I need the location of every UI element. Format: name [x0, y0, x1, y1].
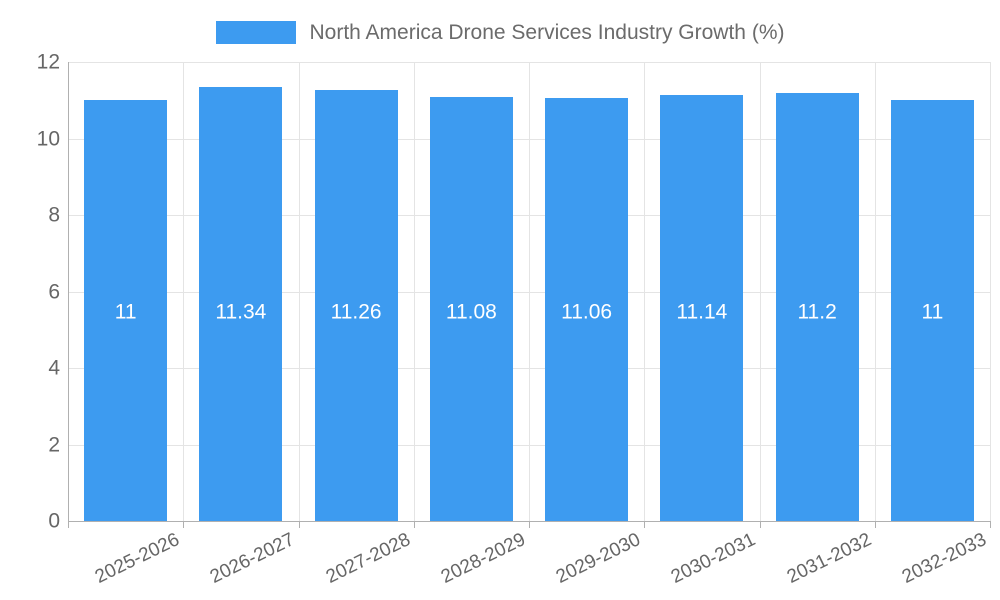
x-axis-tick-mark: [990, 521, 991, 528]
bar[interactable]: 11.14: [660, 94, 744, 521]
x-gridline: [183, 62, 184, 521]
x-axis-tick-label: 2026-2027: [207, 529, 299, 588]
x-axis-tick-label: 2028-2029: [437, 529, 529, 588]
x-axis-tick-mark: [414, 521, 415, 528]
y-axis-tick-label: 0: [48, 509, 60, 533]
x-axis-tick-label: 2029-2030: [552, 529, 644, 588]
bar-value-label: 11.26: [330, 300, 382, 324]
x-gridline: [875, 62, 876, 521]
bar[interactable]: 11.2: [775, 92, 859, 521]
bar[interactable]: 11.08: [429, 97, 513, 521]
plot-area: 11 11.34 11.26 11.08 11.06 11.14 11.2 11: [68, 62, 991, 522]
x-gridline: [760, 62, 761, 521]
legend-item-label[interactable]: North America Drone Services Industry Gr…: [309, 20, 785, 44]
x-axis-tick-label: 2027-2028: [322, 529, 414, 588]
x-gridline: [529, 62, 530, 521]
y-axis-tick-label: 12: [36, 50, 60, 74]
bar-value-label: 11.2: [797, 300, 837, 324]
bar-value-label: 11.08: [445, 300, 497, 324]
y-axis-tick-label: 4: [48, 356, 60, 380]
x-axis-tick-mark: [68, 521, 69, 528]
x-axis-tick-mark: [644, 521, 645, 528]
bar-value-label: 11.34: [215, 300, 267, 324]
bar-value-label: 11: [114, 300, 137, 324]
y-axis-tick-label: 6: [48, 280, 60, 303]
bar[interactable]: 11: [84, 100, 168, 521]
x-axis-tick-mark: [760, 521, 761, 528]
x-axis-tick-label: 2025-2026: [91, 529, 183, 588]
y-axis-tick-label: 2: [48, 433, 60, 456]
bar[interactable]: 11: [890, 100, 974, 521]
x-gridline: [644, 62, 645, 521]
y-axis-line: [68, 62, 69, 522]
y-axis-tick-labels: 0 2 4 6 8 10 12: [0, 0, 60, 600]
y-axis-tick-label: 10: [36, 127, 60, 150]
bar-value-label: 11: [921, 300, 944, 324]
x-gridline: [299, 62, 300, 521]
bar[interactable]: 11.06: [545, 97, 629, 521]
x-gridline: [990, 62, 991, 521]
legend-color-swatch: [215, 20, 296, 44]
x-axis-tick-label: 2031-2032: [783, 529, 875, 588]
x-gridline: [414, 62, 415, 521]
x-axis-tick-label: 2030-2031: [668, 529, 760, 588]
bar-value-label: 11.06: [561, 300, 613, 324]
x-axis-tick-mark: [183, 521, 184, 528]
bar-value-label: 11.14: [676, 300, 728, 324]
x-axis-tick-mark: [299, 521, 300, 528]
y-axis-tick-label: 8: [48, 203, 60, 227]
bar[interactable]: 11.34: [199, 87, 283, 521]
bar[interactable]: 11.26: [314, 90, 398, 521]
x-axis-tick-mark: [529, 521, 530, 528]
x-axis-tick-label: 2032-2033: [898, 529, 990, 588]
x-axis-tick-mark: [875, 521, 876, 528]
chart-legend[interactable]: North America Drone Services Industry Gr…: [0, 18, 1000, 46]
